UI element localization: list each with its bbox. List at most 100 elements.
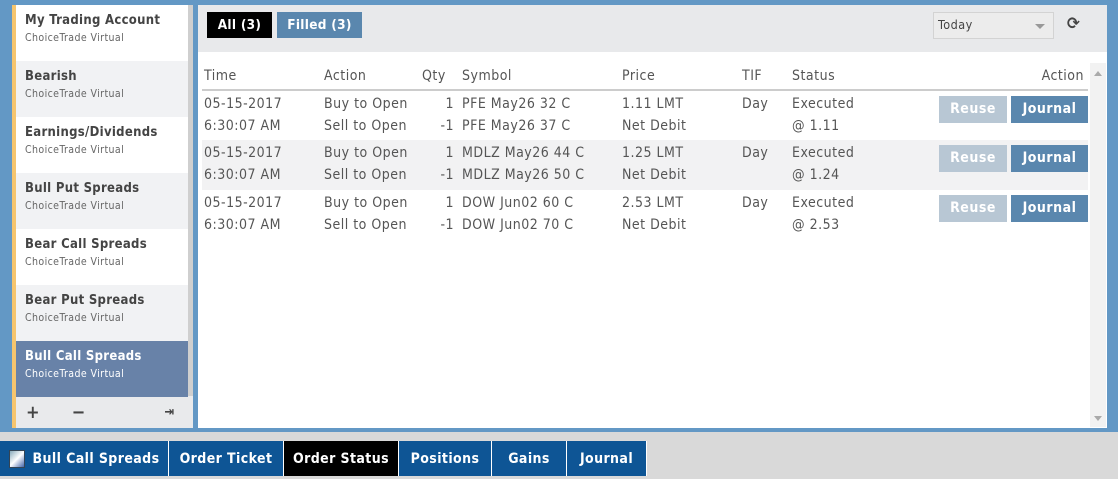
order-status-panel: All (3) Filled (3) Today ⟳ Time Action Q… — [198, 5, 1107, 428]
col-qty: Qty — [420, 63, 460, 91]
reuse-button[interactable]: Reuse — [939, 195, 1007, 222]
col-row-action: Action — [920, 63, 1088, 91]
journal-button[interactable]: Journal — [1011, 96, 1088, 123]
tab-order-ticket[interactable]: Order Ticket — [169, 441, 284, 476]
filter-all-button[interactable]: All (3) — [207, 12, 272, 38]
account-logo-icon — [8, 449, 25, 468]
account-name: My Trading Account — [25, 13, 161, 28]
leg1-qty: 1 — [445, 145, 454, 161]
sidebar-item[interactable]: Bear Call Spreads ChoiceTrade Virtual — [16, 229, 188, 285]
tab-positions[interactable]: Positions — [399, 441, 492, 476]
order-tif: Day — [742, 145, 769, 161]
account-name: Bear Call Spreads — [25, 237, 147, 252]
leg1-action: Buy to Open — [324, 195, 408, 211]
leg1-qty: 1 — [445, 195, 454, 211]
col-time: Time — [202, 63, 322, 91]
leg2-qty: -1 — [440, 118, 454, 134]
sidebar-item[interactable]: Bearish ChoiceTrade Virtual — [16, 61, 188, 117]
price-type: Net Debit — [622, 217, 687, 233]
tab-order-status[interactable]: Order Status — [284, 441, 399, 476]
account-broker: ChoiceTrade Virtual — [25, 200, 125, 212]
sidebar-footer: + − ⇥ — [16, 396, 188, 428]
table-row: 05-15-2017 6:30:07 AM Buy to Open Sell to … — [202, 140, 1088, 190]
account-broker: ChoiceTrade Virtual — [25, 32, 125, 44]
journal-button[interactable]: Journal — [1011, 145, 1088, 172]
leg2-action: Sell to Open — [324, 118, 408, 134]
sidebar-item[interactable]: Earnings/Dividends ChoiceTrade Virtual — [16, 117, 188, 173]
order-status: Executed — [792, 96, 855, 112]
col-action: Action — [322, 63, 420, 91]
tab-label: Bull Call Spreads — [32, 450, 160, 467]
account-name: Earnings/Dividends — [25, 125, 158, 140]
account-broker: ChoiceTrade Virtual — [25, 144, 125, 156]
price-type: Net Debit — [622, 167, 687, 183]
sidebar-item[interactable]: My Trading Account ChoiceTrade Virtual — [16, 5, 188, 61]
col-status: Status — [790, 63, 920, 91]
price-type: Net Debit — [622, 118, 687, 134]
fill-price: @ 1.24 — [792, 167, 840, 183]
order-status: Executed — [792, 195, 855, 211]
order-time: 6:30:07 AM — [204, 167, 282, 183]
remove-account-button[interactable]: − — [71, 401, 86, 423]
leg2-symbol: MDLZ May26 50 C — [462, 167, 585, 183]
account-broker: ChoiceTrade Virtual — [25, 88, 125, 100]
orders-table: Time Action Qty Symbol Price TIF Status … — [202, 63, 1088, 240]
bottom-tabs: Bull Call Spreads Order Ticket Order Sta… — [0, 441, 647, 476]
leg2-action: Sell to Open — [324, 167, 408, 183]
toolbar: All (3) Filled (3) Today ⟳ — [198, 5, 1107, 52]
add-account-button[interactable]: + — [26, 401, 40, 423]
leg1-symbol: DOW Jun02 60 C — [462, 195, 574, 211]
account-sidebar: My Trading Account ChoiceTrade Virtual Bea… — [12, 5, 193, 428]
table-scrollbar[interactable] — [1090, 63, 1106, 427]
period-select[interactable]: Today — [933, 12, 1054, 39]
sidebar-item[interactable]: Bull Call Spreads ChoiceTrade Virtual — [16, 341, 188, 397]
export-icon[interactable]: ⇥ — [164, 404, 174, 420]
order-price: 2.53 LMT — [622, 195, 684, 211]
leg1-action: Buy to Open — [324, 145, 408, 161]
table-row: 05-15-2017 6:30:07 AM Buy to Open Sell to … — [202, 190, 1088, 240]
leg2-qty: -1 — [440, 217, 454, 233]
tab-account[interactable]: Bull Call Spreads — [0, 441, 169, 476]
account-broker: ChoiceTrade Virtual — [25, 312, 125, 324]
order-time: 6:30:07 AM — [204, 217, 282, 233]
order-status: Executed — [792, 145, 855, 161]
order-date: 05-15-2017 — [204, 195, 283, 211]
col-symbol: Symbol — [460, 63, 620, 91]
account-broker: ChoiceTrade Virtual — [25, 256, 125, 268]
order-date: 05-15-2017 — [204, 96, 283, 112]
account-name: Bull Put Spreads — [25, 181, 140, 196]
scroll-down-icon[interactable] — [1094, 416, 1102, 421]
filter-filled-button[interactable]: Filled (3) — [277, 12, 362, 38]
fill-price: @ 1.11 — [792, 118, 840, 134]
order-tif: Day — [742, 195, 769, 211]
col-price: Price — [620, 63, 740, 91]
account-name: Bear Put Spreads — [25, 293, 145, 308]
order-time: 6:30:07 AM — [204, 118, 282, 134]
leg2-action: Sell to Open — [324, 217, 408, 233]
order-price: 1.25 LMT — [622, 145, 684, 161]
leg2-qty: -1 — [440, 167, 454, 183]
order-tif: Day — [742, 96, 769, 112]
tab-journal[interactable]: Journal — [567, 441, 647, 476]
leg2-symbol: PFE May26 37 C — [462, 118, 571, 134]
order-date: 05-15-2017 — [204, 145, 283, 161]
refresh-icon[interactable]: ⟳ — [1067, 14, 1080, 34]
fill-price: @ 2.53 — [792, 217, 840, 233]
reuse-button[interactable]: Reuse — [939, 145, 1007, 172]
tab-gains[interactable]: Gains — [492, 441, 567, 476]
journal-button[interactable]: Journal — [1011, 195, 1088, 222]
sidebar-item[interactable]: Bear Put Spreads ChoiceTrade Virtual — [16, 285, 188, 341]
leg1-symbol: MDLZ May26 44 C — [462, 145, 585, 161]
sidebar-item[interactable]: Bull Put Spreads ChoiceTrade Virtual — [16, 173, 188, 229]
account-name: Bull Call Spreads — [25, 349, 142, 364]
leg1-qty: 1 — [445, 96, 454, 112]
sidebar-scrollbar[interactable] — [188, 5, 193, 396]
account-name: Bearish — [25, 69, 77, 84]
table-row: 05-15-2017 6:30:07 AM Buy to Open Sell to … — [202, 90, 1088, 140]
scroll-up-icon[interactable] — [1094, 71, 1102, 76]
col-tif: TIF — [740, 63, 790, 91]
period-value: Today — [938, 17, 973, 32]
chevron-down-icon — [1035, 24, 1045, 29]
reuse-button[interactable]: Reuse — [939, 96, 1007, 123]
leg1-symbol: PFE May26 32 C — [462, 96, 571, 112]
